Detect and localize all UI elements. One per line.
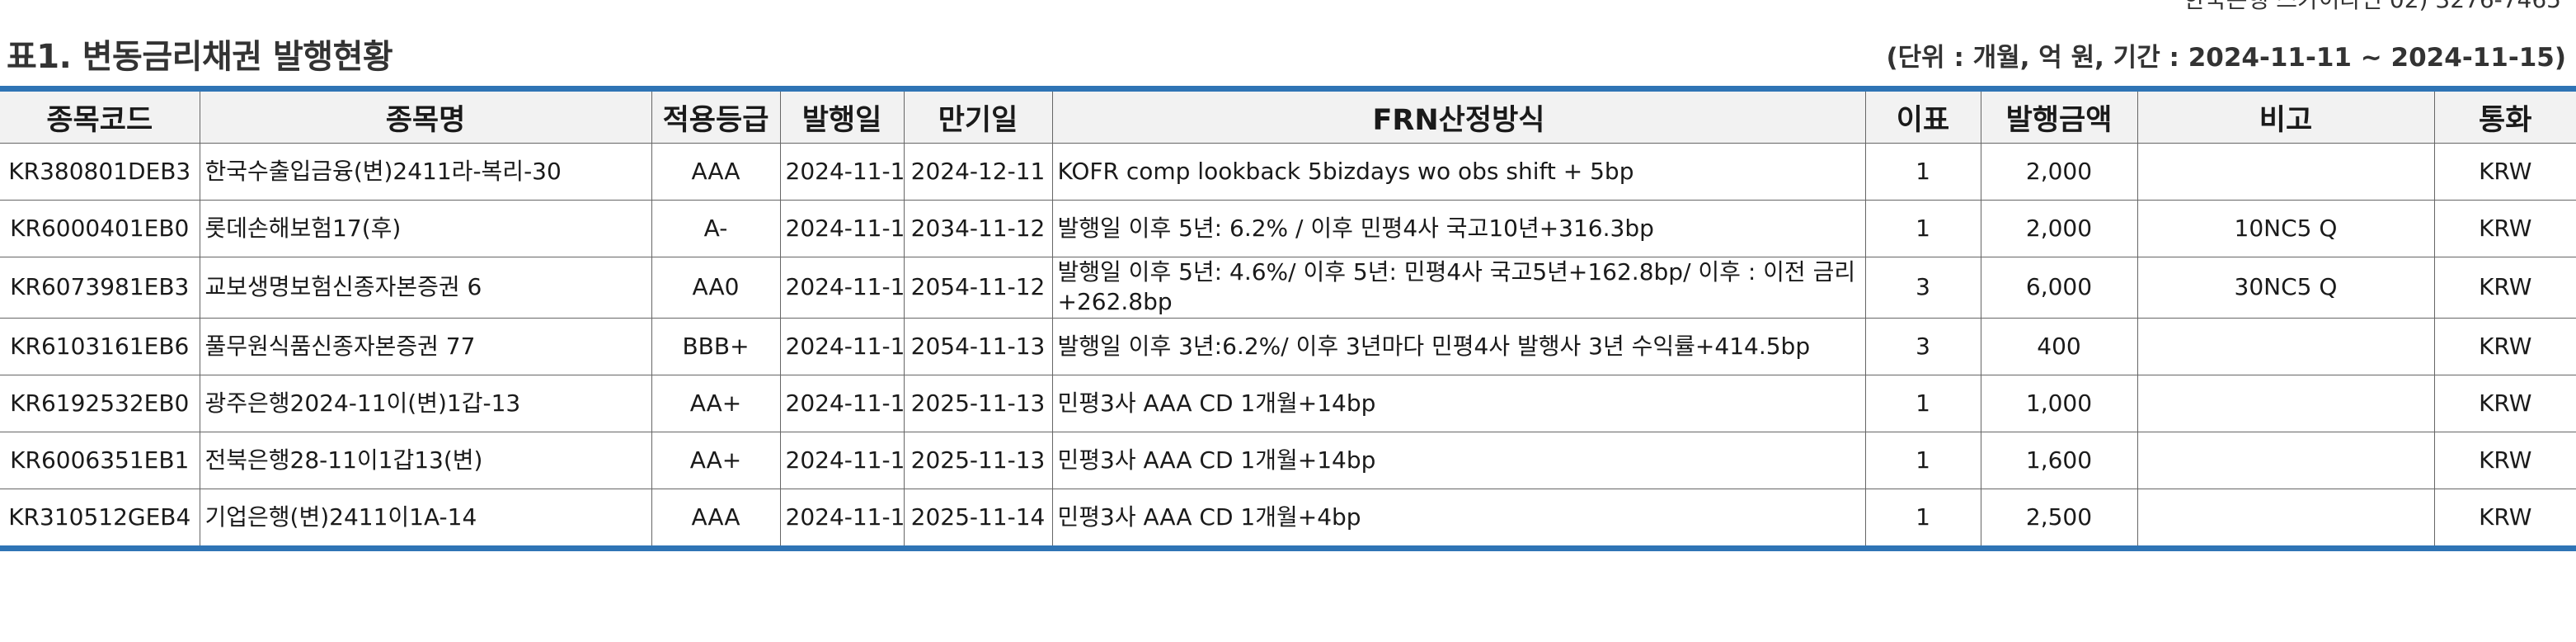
column-header-name: 종목명 xyxy=(199,88,652,144)
cell-issue-date: 2024-11-13 xyxy=(779,374,905,432)
column-header-code: 종목코드 xyxy=(0,88,200,144)
cell-currency: KRW xyxy=(2433,143,2576,201)
cell-name: 롯데손해보험17(후) xyxy=(199,200,652,257)
cell-amount: 1,000 xyxy=(1980,374,2138,432)
cell-code: KR310512GEB4 xyxy=(0,488,200,549)
cell-maturity-date: 2025-11-13 xyxy=(903,431,1053,489)
cell-coupon: 3 xyxy=(1864,257,1981,319)
cell-currency: KRW xyxy=(2433,317,2576,375)
cell-maturity-date: 2054-11-13 xyxy=(903,317,1053,375)
cell-currency: KRW xyxy=(2433,488,2576,549)
cell-issue-date: 2024-11-14 xyxy=(779,488,905,549)
cell-issue-date: 2024-11-12 xyxy=(779,200,905,257)
cell-amount: 2,000 xyxy=(1980,143,2138,201)
cell-frn-method: 발행일 이후 3년:6.2%/ 이후 3년마다 민평4사 발행사 3년 수익률+… xyxy=(1051,317,1866,375)
cell-grade: BBB+ xyxy=(651,317,781,375)
table-row: KR6103161EB6 풀무원식품신종자본증권 77 BBB+ 2024-11… xyxy=(0,317,2576,375)
cell-issue-date: 2024-11-13 xyxy=(779,431,905,489)
cell-currency: KRW xyxy=(2433,200,2576,257)
cell-grade: AA+ xyxy=(651,431,781,489)
cell-remarks xyxy=(2136,488,2435,549)
frn-issuance-table-wrap: 종목코드 종목명 적용등급 발행일 만기일 FRN산정방식 이표 발행금액 비고… xyxy=(0,86,2576,551)
cell-issue-date: 2024-11-11 xyxy=(779,143,905,201)
cell-grade: AAA xyxy=(651,488,781,549)
cell-coupon: 1 xyxy=(1864,488,1981,549)
cell-maturity-date: 2034-11-12 xyxy=(903,200,1053,257)
column-header-maturity-date: 만기일 xyxy=(903,88,1053,144)
cell-maturity-date: 2024-12-11 xyxy=(903,143,1053,201)
cell-frn-method: 발행일 이후 5년: 4.6%/ 이후 5년: 민평4사 국고5년+162.8b… xyxy=(1051,257,1866,319)
cell-maturity-date: 2025-11-14 xyxy=(903,488,1053,549)
cell-issue-date: 2024-11-13 xyxy=(779,317,905,375)
table-header-row: 종목코드 종목명 적용등급 발행일 만기일 FRN산정방식 이표 발행금액 비고… xyxy=(0,88,2576,144)
cell-name: 교보생명보험신종자본증권 6 xyxy=(199,257,652,319)
cell-remarks: 10NC5 Q xyxy=(2136,200,2435,257)
cell-remarks xyxy=(2136,143,2435,201)
frn-issuance-table: 종목코드 종목명 적용등급 발행일 만기일 FRN산정방식 이표 발행금액 비고… xyxy=(0,86,2576,551)
cell-grade: A- xyxy=(651,200,781,257)
cell-coupon: 3 xyxy=(1864,317,1981,375)
cell-coupon: 1 xyxy=(1864,200,1981,257)
cell-frn-method: KOFR comp lookback 5bizdays wo obs shift… xyxy=(1051,143,1866,201)
cell-coupon: 1 xyxy=(1864,431,1981,489)
cell-issue-date: 2024-11-12 xyxy=(779,257,905,319)
cell-code: KR6000401EB0 xyxy=(0,200,200,257)
table-row: KR6000401EB0 롯데손해보험17(후) A- 2024-11-12 2… xyxy=(0,200,2576,257)
cell-name: 기업은행(변)2411이1A-14 xyxy=(199,488,652,549)
cell-currency: KRW xyxy=(2433,374,2576,432)
column-header-remarks: 비고 xyxy=(2136,88,2435,144)
cell-grade: AAA xyxy=(651,143,781,201)
cell-currency: KRW xyxy=(2433,431,2576,489)
cell-amount: 1,600 xyxy=(1980,431,2138,489)
cell-code: KR6192532EB0 xyxy=(0,374,200,432)
cell-remarks xyxy=(2136,431,2435,489)
column-header-amount: 발행금액 xyxy=(1980,88,2138,144)
table-row: KR6192532EB0 광주은행2024-11이(변)1갑-13 AA+ 20… xyxy=(0,374,2576,432)
cell-amount: 2,000 xyxy=(1980,200,2138,257)
cell-code: KR6073981EB3 xyxy=(0,257,200,319)
cell-amount: 6,000 xyxy=(1980,257,2138,319)
table-row: KR6073981EB3 교보생명보험신종자본증권 6 AA0 2024-11-… xyxy=(0,257,2576,319)
column-header-grade: 적용등급 xyxy=(651,88,781,144)
cell-remarks xyxy=(2136,374,2435,432)
cell-name: 풀무원식품신종자본증권 77 xyxy=(199,317,652,375)
cell-amount: 2,500 xyxy=(1980,488,2138,549)
cell-maturity-date: 2025-11-13 xyxy=(903,374,1053,432)
cell-coupon: 1 xyxy=(1864,374,1981,432)
cell-name: 광주은행2024-11이(변)1갑-13 xyxy=(199,374,652,432)
table-row: KR380801DEB3 한국수출입금융(변)2411라-복리-30 AAA 2… xyxy=(0,143,2576,201)
cell-amount: 400 xyxy=(1980,317,2138,375)
cell-code: KR6103161EB6 xyxy=(0,317,200,375)
cell-frn-method: 발행일 이후 5년: 6.2% / 이후 민평4사 국고10년+316.3bp xyxy=(1051,200,1866,257)
unit-note: (단위 : 개월, 억 원, 기간 : 2024-11-11 ~ 2024-11… xyxy=(1886,43,2566,73)
table-title: 표1. 변동금리채권 발행현황 xyxy=(7,38,393,76)
cell-frn-method: 민평3사 AAA CD 1개월+4bp xyxy=(1051,488,1866,549)
table-row: KR310512GEB4 기업은행(변)2411이1A-14 AAA 2024-… xyxy=(0,488,2576,549)
column-header-issue-date: 발행일 xyxy=(779,88,905,144)
column-header-frn-method: FRN산정방식 xyxy=(1051,88,1866,144)
cell-code: KR380801DEB3 xyxy=(0,143,200,201)
column-header-coupon: 이표 xyxy=(1864,88,1981,144)
cell-grade: AA+ xyxy=(651,374,781,432)
cell-currency: KRW xyxy=(2433,257,2576,319)
column-header-currency: 통화 xyxy=(2433,88,2576,144)
cell-grade: AA0 xyxy=(651,257,781,319)
cell-name: 한국수출입금융(변)2411라-복리-30 xyxy=(199,143,652,201)
cell-coupon: 1 xyxy=(1864,143,1981,201)
cell-frn-method: 민평3사 AAA CD 1개월+14bp xyxy=(1051,374,1866,432)
cell-frn-method: 민평3사 AAA CD 1개월+14bp xyxy=(1051,431,1866,489)
cell-name: 전북은행28-11이1갑13(변) xyxy=(199,431,652,489)
header-contact-cut: 한국은행 스카이라인 02) 3276-7465 xyxy=(2183,0,2561,15)
cell-code: KR6006351EB1 xyxy=(0,431,200,489)
cell-remarks: 30NC5 Q xyxy=(2136,257,2435,319)
table-row: KR6006351EB1 전북은행28-11이1갑13(변) AA+ 2024-… xyxy=(0,431,2576,489)
cell-maturity-date: 2054-11-12 xyxy=(903,257,1053,319)
cell-remarks xyxy=(2136,317,2435,375)
